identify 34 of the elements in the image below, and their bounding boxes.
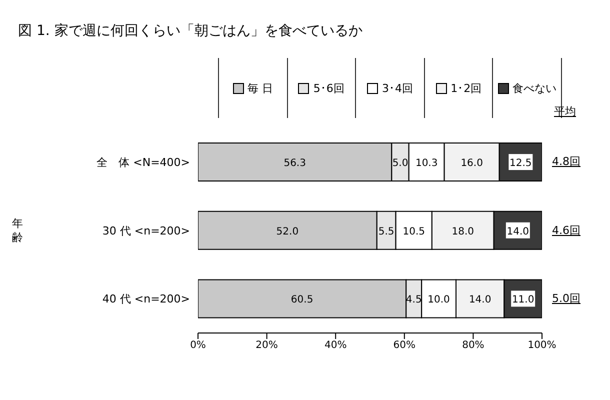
text: 年齢 <box>12 216 24 244</box>
data-label: 10.0 <box>428 294 450 306</box>
legend-label: 食べない <box>512 80 557 96</box>
legend-label: 1･2回 <box>450 80 482 96</box>
text: 5.0回 <box>552 290 580 306</box>
data-label: 12.5 <box>510 158 532 170</box>
x-tick-label: 40% <box>324 340 347 352</box>
data-label: 10.3 <box>415 158 438 170</box>
data-label: 60.5 <box>290 294 314 306</box>
x-tick-label: 0% <box>190 340 206 352</box>
x-tick-label: 20% <box>256 340 278 352</box>
legend-label: 3･4回 <box>382 80 413 96</box>
x-tick-label: 80% <box>462 340 484 352</box>
data-label: 18.0 <box>452 226 474 238</box>
data-label: 56.3 <box>284 158 306 170</box>
legend-label: 毎 日 <box>248 80 274 96</box>
x-tick-label: 60% <box>393 340 416 352</box>
data-label: 10.5 <box>402 226 425 238</box>
data-label: 5.0 <box>392 158 408 170</box>
text: 4.6回 <box>552 222 580 238</box>
data-label: 5.5 <box>378 226 394 238</box>
data-label: 52.0 <box>276 226 299 238</box>
legend-label: 5･6回 <box>313 80 344 96</box>
y-tick-label: 30 代 <n=200> <box>102 224 190 238</box>
data-label: 14.0 <box>468 294 492 306</box>
chart-title: 図 1. 家で週に何回くらい「朝ごはん」を食べているか <box>17 22 364 41</box>
data-label: 14.0 <box>506 226 530 238</box>
data-label: 11.0 <box>512 294 534 306</box>
data-label: 4.5 <box>406 294 422 306</box>
data-label: 16.0 <box>460 158 483 170</box>
y-tick-label: 40 代 <n=200> <box>102 292 190 306</box>
y-tick-label: 全 体 <N=400> <box>96 156 190 170</box>
text: 4.8回 <box>552 154 580 170</box>
x-tick-label: 100% <box>528 340 556 352</box>
